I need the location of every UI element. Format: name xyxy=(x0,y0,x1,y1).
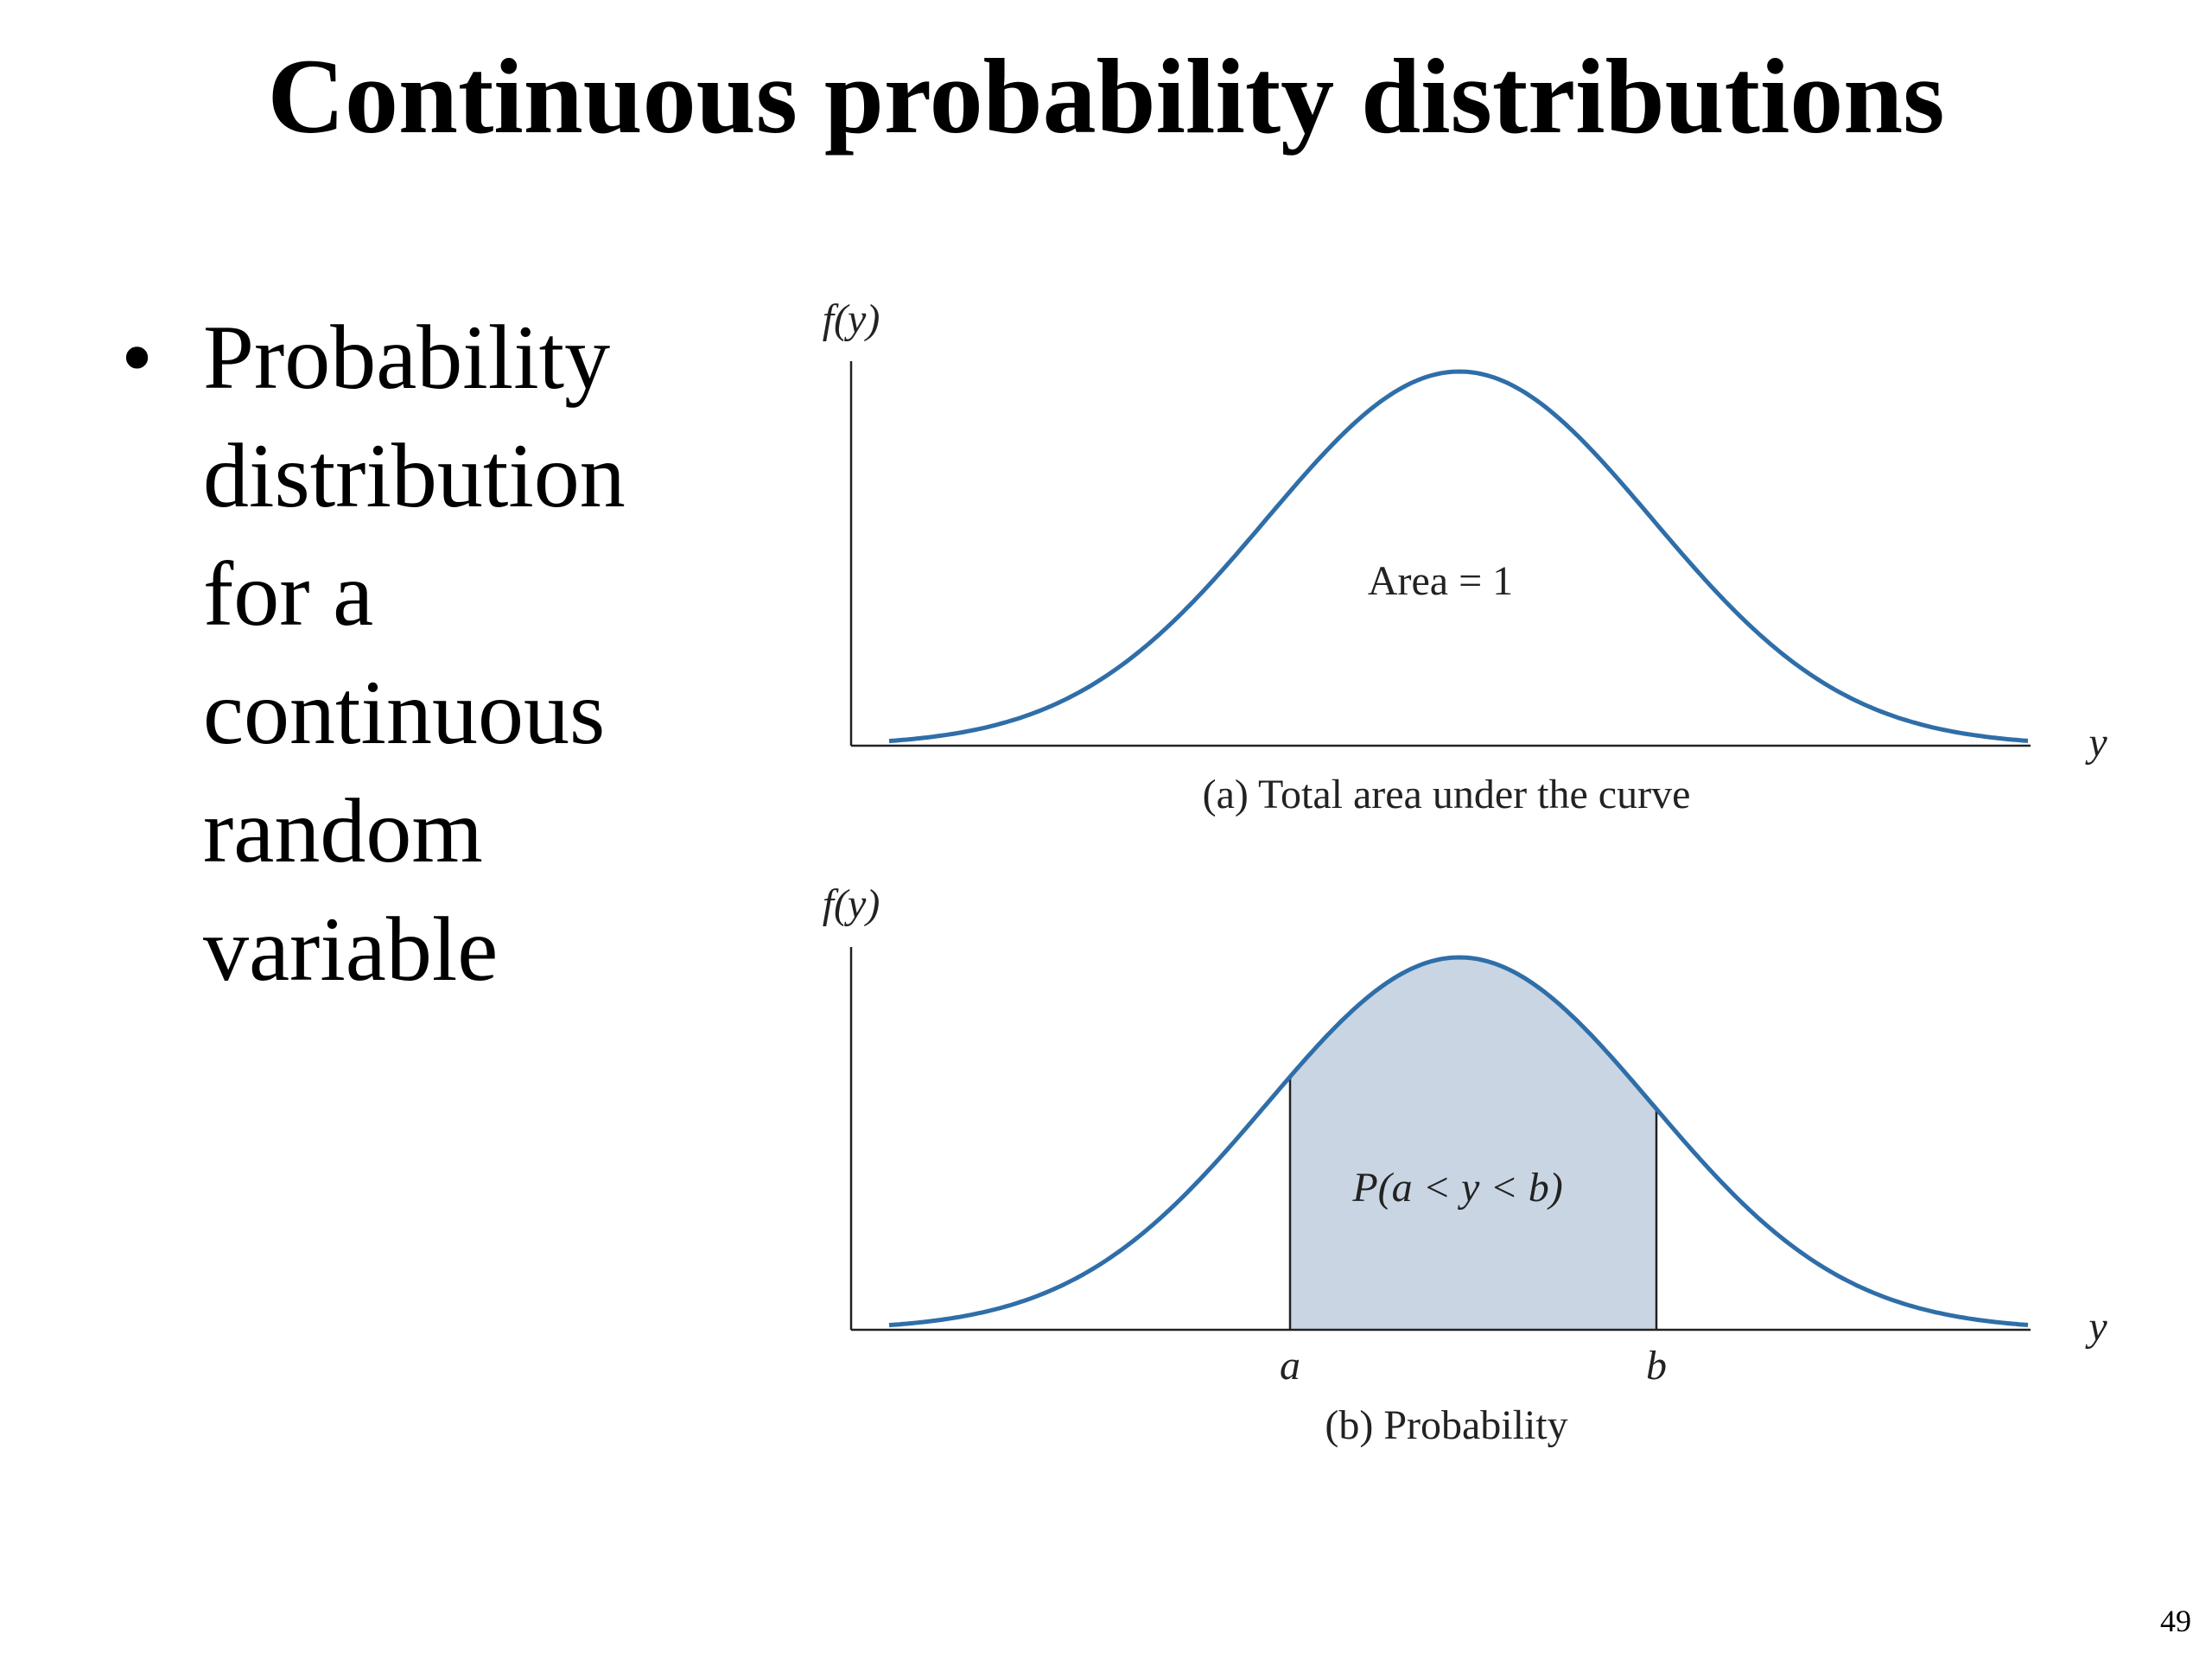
probability-area xyxy=(1290,957,1656,1330)
x-axis-label: y xyxy=(2084,720,2107,766)
bullet-dot: • xyxy=(121,307,154,408)
page-number: 49 xyxy=(2160,1604,2191,1638)
bound-label: a xyxy=(1280,1343,1300,1389)
y-axis-label: f(y) xyxy=(823,881,880,927)
density-curve xyxy=(888,369,2029,744)
figure-b: f(y) y P(a < y < b) a b (b) Probability xyxy=(823,881,2108,1448)
bound-label: b xyxy=(1646,1343,1667,1389)
figure-a: f(y) y Area = 1 (a) Total area under the… xyxy=(823,296,2108,817)
caption: (b) Probability xyxy=(1325,1402,1567,1448)
bullet-text: Probability distribution for a continuou… xyxy=(203,307,626,1000)
x-axis-label: y xyxy=(2084,1304,2107,1350)
area-label: Area = 1 xyxy=(1368,558,1513,604)
slide-title: Continuous probability distributions xyxy=(267,37,1945,156)
area-label: P(a < y < b) xyxy=(1351,1165,1562,1211)
density-curve xyxy=(888,955,2029,1328)
y-axis-label: f(y) xyxy=(823,296,880,342)
caption: (a) Total area under the curve xyxy=(1203,772,1691,817)
